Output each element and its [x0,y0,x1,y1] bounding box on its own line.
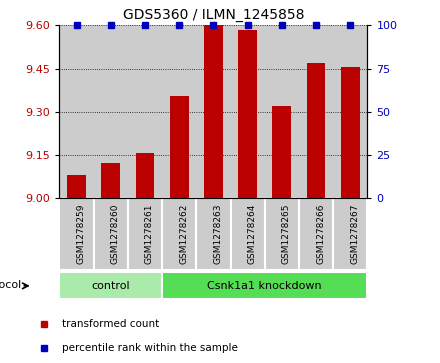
FancyBboxPatch shape [231,198,265,270]
Bar [265,25,299,198]
FancyBboxPatch shape [94,198,128,270]
Bar [170,96,189,198]
FancyBboxPatch shape [59,198,94,270]
FancyBboxPatch shape [162,198,196,270]
Bar [238,30,257,198]
Text: GSM1278267: GSM1278267 [350,204,359,264]
Bar [94,25,128,198]
Bar [136,153,154,198]
FancyBboxPatch shape [128,198,162,270]
Bar [307,63,326,198]
Text: GSM1278265: GSM1278265 [282,204,291,264]
Text: GSM1278266: GSM1278266 [316,204,325,264]
Text: control: control [92,281,130,291]
Text: transformed count: transformed count [62,319,159,329]
Text: GSM1278260: GSM1278260 [111,204,120,264]
Bar [231,25,265,198]
Bar [59,25,94,198]
FancyBboxPatch shape [265,198,299,270]
Bar [67,175,86,198]
Title: GDS5360 / ILMN_1245858: GDS5360 / ILMN_1245858 [123,8,304,22]
Text: protocol: protocol [0,280,21,290]
Bar [204,25,223,198]
FancyBboxPatch shape [196,198,231,270]
Text: GSM1278261: GSM1278261 [145,204,154,264]
Text: GSM1278264: GSM1278264 [248,204,257,264]
Bar [299,25,333,198]
FancyBboxPatch shape [162,272,367,299]
Bar [162,25,196,198]
Text: GSM1278263: GSM1278263 [213,204,222,264]
Bar [196,25,231,198]
Text: GSM1278259: GSM1278259 [77,204,85,264]
FancyBboxPatch shape [299,198,333,270]
Text: GSM1278262: GSM1278262 [179,204,188,264]
Bar [128,25,162,198]
FancyBboxPatch shape [333,198,367,270]
Bar [272,106,291,198]
Bar [101,163,120,198]
Text: Csnk1a1 knockdown: Csnk1a1 knockdown [207,281,322,291]
Bar [341,67,360,198]
FancyBboxPatch shape [59,272,162,299]
Text: percentile rank within the sample: percentile rank within the sample [62,343,238,352]
Bar [333,25,367,198]
